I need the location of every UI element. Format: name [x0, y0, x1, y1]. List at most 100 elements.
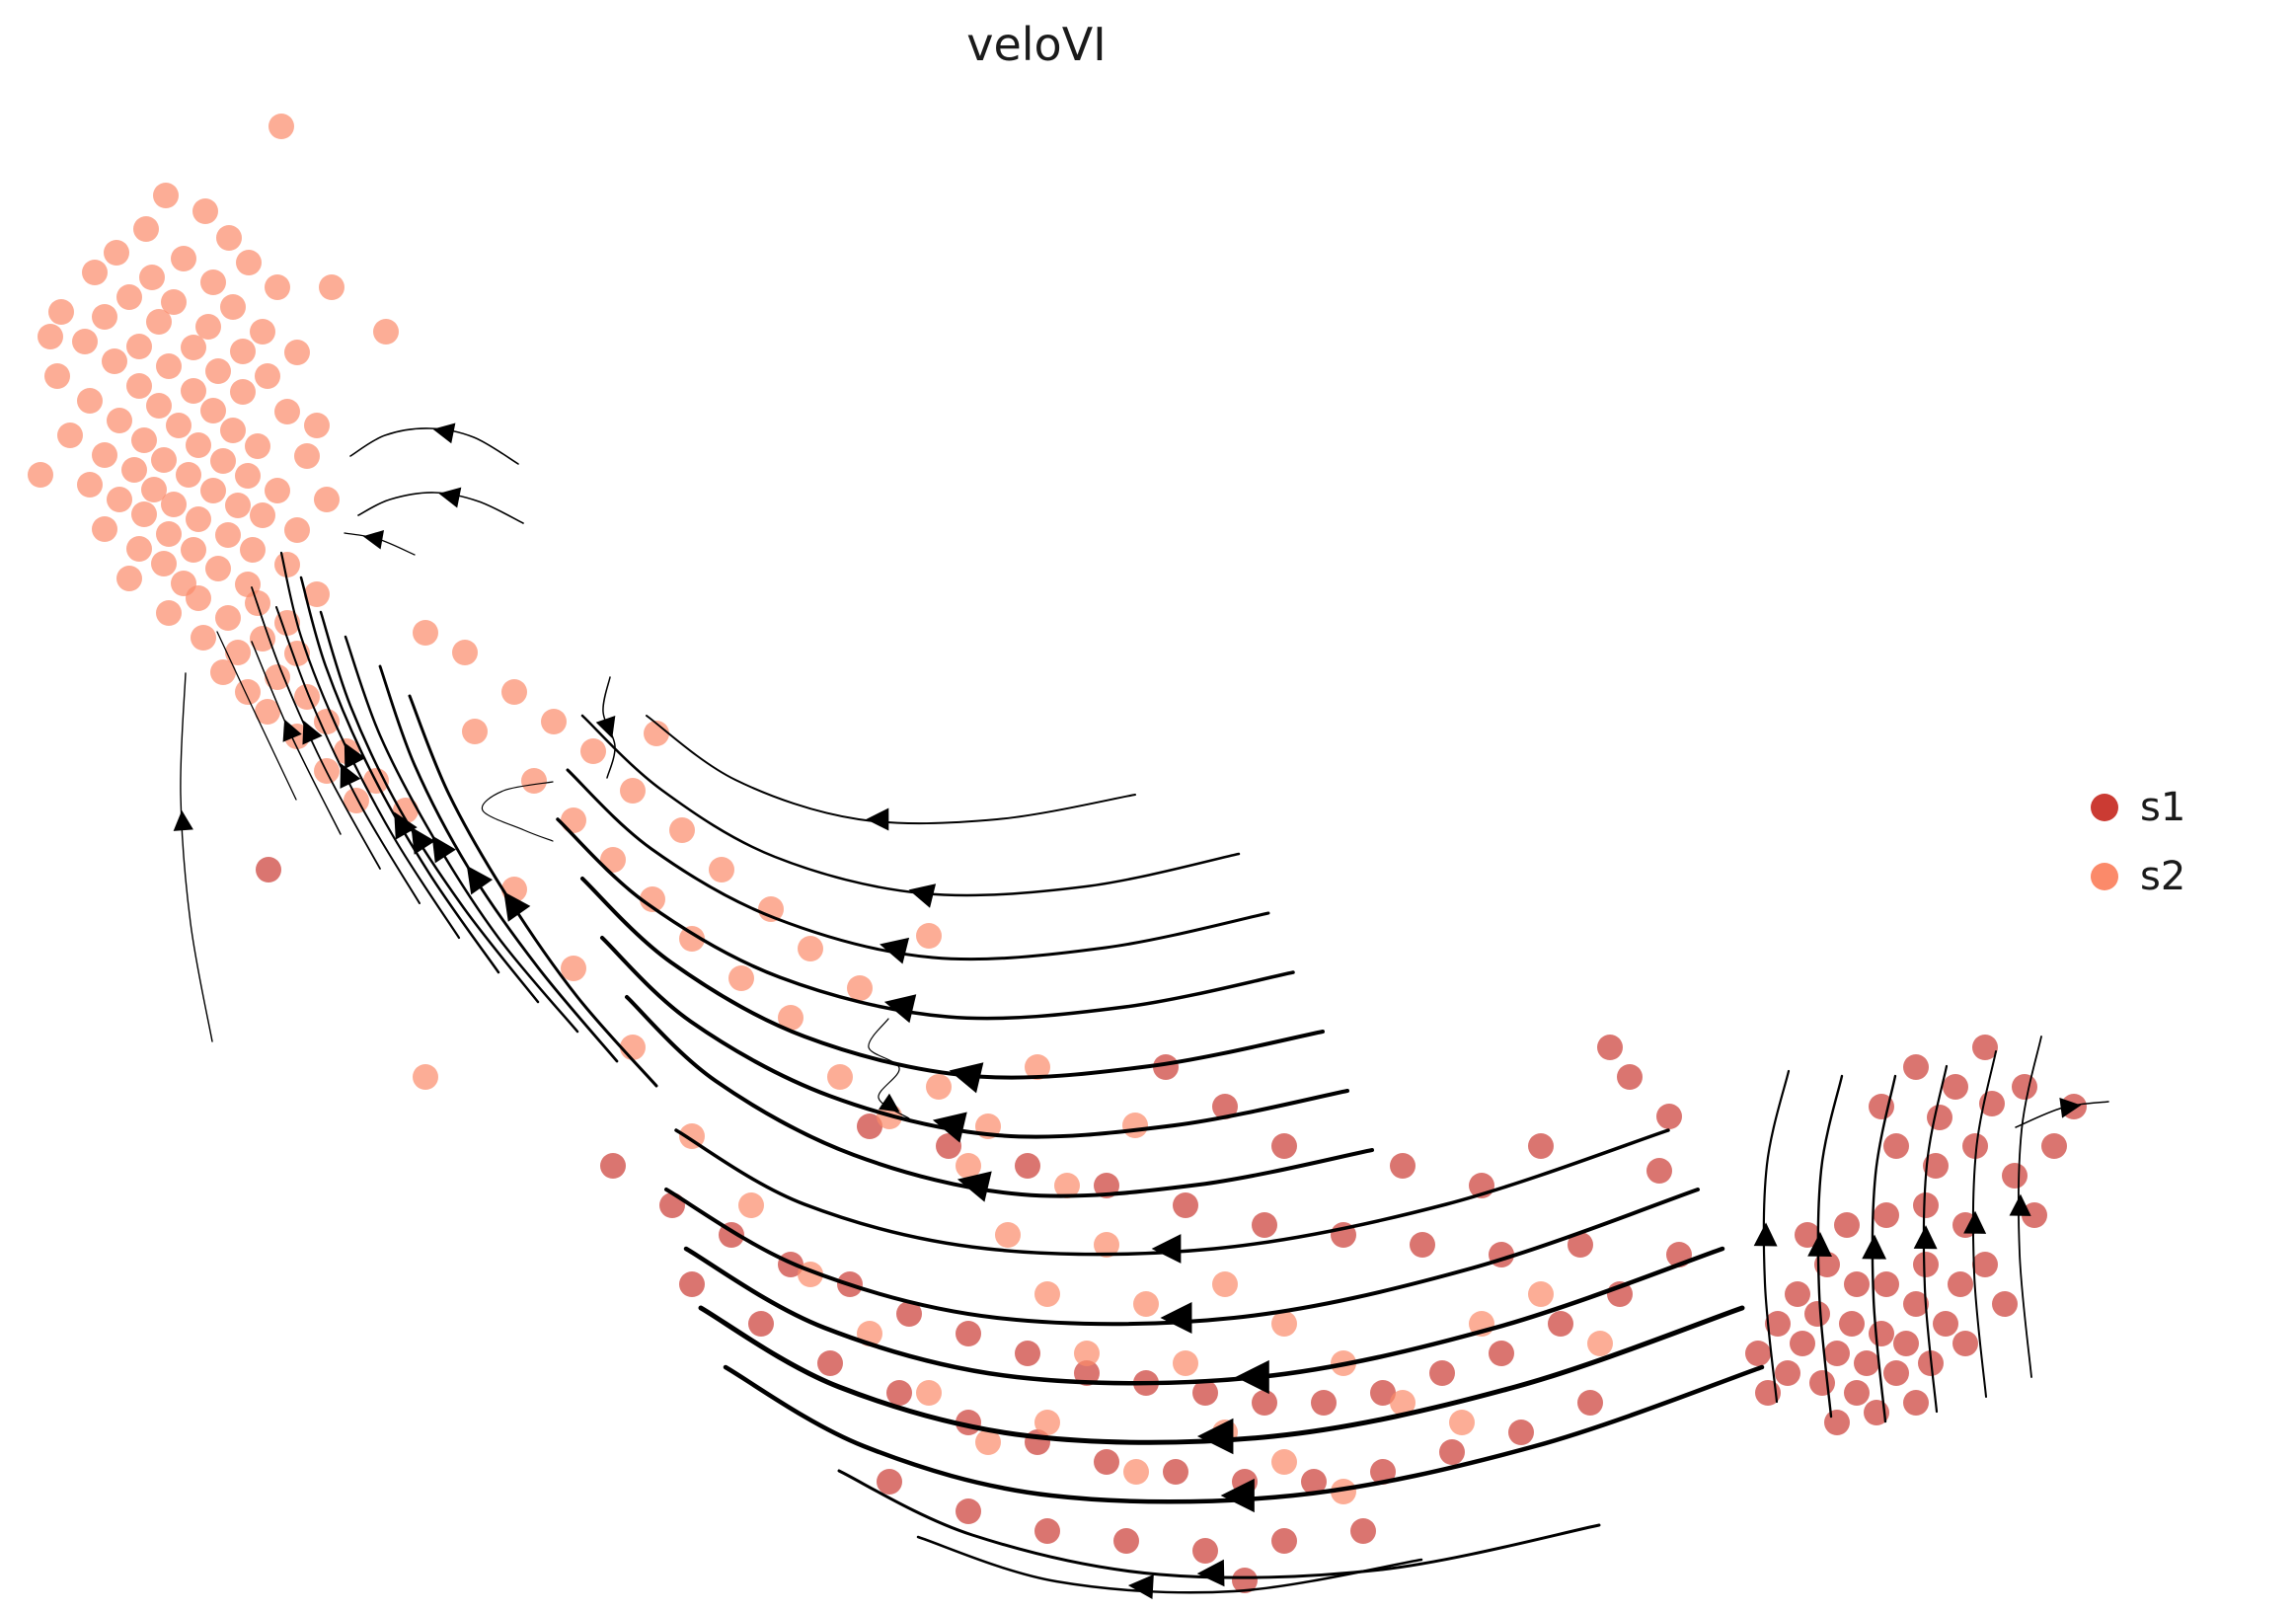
scatter-point-s1	[1943, 1074, 1968, 1100]
scatter-point-s1	[748, 1311, 774, 1337]
scatter-point-s2	[235, 463, 261, 489]
scatter-point-s2	[413, 1064, 438, 1090]
scatter-point-s1	[1824, 1410, 1850, 1435]
scatter-point-s2	[975, 1429, 1001, 1455]
streamline-arrowhead-icon	[932, 1112, 967, 1143]
scatter-point-s1	[1173, 1192, 1198, 1218]
scatter-point-s2	[151, 551, 177, 576]
streamline-arrowhead-icon	[1127, 1574, 1154, 1600]
streamline-arrowhead-icon	[344, 742, 366, 770]
scatter-point-s1	[1927, 1105, 1952, 1130]
scatter-point-s1	[956, 1321, 981, 1346]
scatter-point-s2	[195, 314, 221, 340]
scatter-point-s1	[1271, 1133, 1297, 1159]
streamline-arrowhead-icon	[1913, 1225, 1938, 1250]
scatter-point-s2	[284, 517, 310, 543]
scatter-point-s2	[121, 457, 147, 483]
scatter-point-s2	[156, 353, 182, 379]
scatter-point-s2	[1212, 1271, 1238, 1297]
scatter-point-s2	[186, 432, 211, 458]
streamline-arrowhead-icon	[394, 811, 418, 840]
scatter-point-s2	[250, 502, 275, 528]
scatter-point-s2	[255, 363, 280, 389]
streamline-arrowhead-icon	[595, 716, 616, 739]
streamline-arrowhead-icon	[438, 487, 462, 508]
scatter-point-s1	[1765, 1311, 1791, 1337]
scatter-point-s2	[235, 679, 261, 705]
scatter-point-s2	[561, 956, 586, 981]
scatter-point-s2	[314, 709, 340, 734]
scatter-point-s1	[1597, 1035, 1623, 1060]
scatter-point-s2	[133, 216, 159, 242]
scatter-point-s2	[92, 304, 117, 330]
scatter-point-s1	[2022, 1202, 2047, 1228]
legend-item-s2: s2	[2091, 857, 2185, 896]
streamline	[580, 877, 1325, 1080]
scatter-point-s2	[274, 552, 300, 577]
scatter-point-s2	[250, 319, 275, 345]
scatter-point-s2	[131, 501, 157, 527]
scatter-point-s2	[640, 886, 665, 912]
scatter-point-s2	[205, 556, 231, 581]
scatter-point-s2	[1025, 1054, 1050, 1080]
scatter-point-s1	[659, 1192, 685, 1218]
streamline-arrowhead-icon	[362, 529, 385, 550]
scatter-point-s2	[1173, 1350, 1198, 1376]
scatter-point-s1	[886, 1380, 912, 1406]
scatter-point-s2	[240, 537, 266, 563]
scatter-point-s1	[1790, 1331, 1815, 1356]
streamline-arrowhead-icon	[880, 937, 910, 964]
scatter-point-s1	[1390, 1153, 1416, 1179]
scatter-point-s2	[250, 626, 275, 652]
scatter-point-s2	[1133, 1291, 1159, 1317]
scatter-point-s1	[1410, 1232, 1435, 1258]
scatter-point-s2	[827, 1064, 853, 1090]
scatter-point-s1	[1809, 1370, 1835, 1396]
scatter-point-s1	[1015, 1153, 1040, 1179]
scatter-point-s2	[230, 379, 256, 405]
scatter-point-s2	[669, 817, 695, 843]
scatter-point-s2	[200, 478, 226, 503]
scatter-point-s2	[314, 487, 340, 512]
scatter-point-s2	[679, 926, 705, 952]
scatter-point-s2	[304, 413, 330, 438]
scatter-point-s2	[1034, 1281, 1060, 1307]
legend: s1 s2	[2091, 788, 2185, 896]
scatter-point-s2	[561, 807, 586, 833]
scatter-point-s2	[171, 246, 196, 271]
scatter-point-s2	[166, 413, 191, 438]
streamline-arrowhead-icon	[302, 720, 323, 745]
scatter-point-s2	[738, 1192, 764, 1218]
streamline	[216, 631, 297, 801]
streamline	[481, 781, 554, 842]
scatter-point-s2	[1271, 1311, 1297, 1337]
streamline-arrowhead-icon	[2009, 1193, 2031, 1216]
streamline	[646, 715, 1136, 825]
scatter-point-s1	[1874, 1202, 1899, 1228]
scatter-point-s2	[847, 975, 873, 1001]
legend-dot-s1	[2091, 794, 2118, 821]
streamline-arrowhead-icon	[866, 807, 889, 831]
scatter-point-s2	[153, 183, 179, 208]
scatter-point-s1	[1874, 1271, 1899, 1297]
scatter-point-s2	[225, 640, 251, 665]
scatter-point-s1	[1568, 1232, 1593, 1258]
scatter-point-s2	[620, 1035, 646, 1060]
scatter-point-s1	[1844, 1271, 1870, 1297]
streamline	[556, 817, 1295, 1021]
scatter-point-s1	[1370, 1380, 1396, 1406]
scatter-point-s2	[274, 610, 300, 636]
scatter-point-s2	[1122, 1113, 1148, 1138]
scatter-point-s1	[1952, 1331, 1978, 1356]
streamline	[275, 606, 421, 904]
scatter-point-s1	[1153, 1054, 1179, 1080]
streamline-arrowhead-icon	[431, 835, 456, 864]
scatter-point-s2	[116, 566, 142, 591]
streamline-arrowhead-icon	[1196, 1559, 1225, 1587]
scatter-point-s2	[274, 399, 300, 424]
scatter-point-s2	[216, 225, 242, 251]
scatter-point-s2	[215, 522, 241, 548]
scatter-point-s2	[200, 398, 226, 423]
scatter-point-s1	[1775, 1360, 1800, 1386]
scatter-point-s2	[215, 605, 241, 631]
